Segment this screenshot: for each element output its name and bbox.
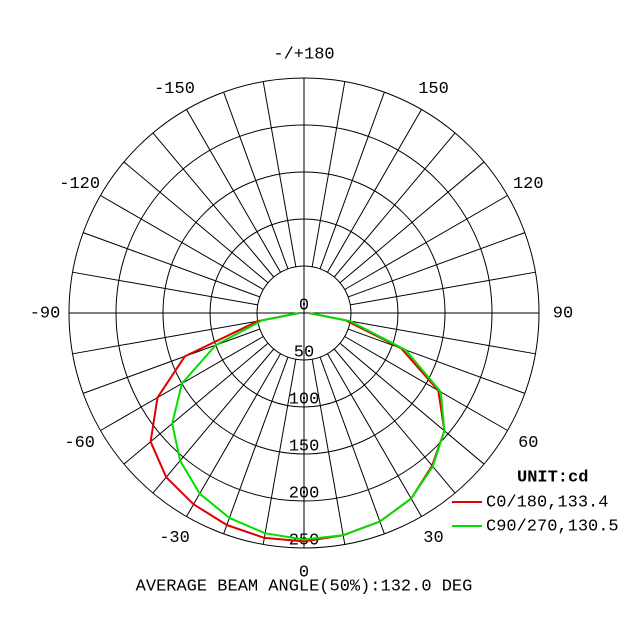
angle-tick-label: 30: [423, 529, 443, 548]
ring: [209, 218, 399, 408]
angle-tick-label: -150: [154, 80, 195, 99]
angle-tick-label: 60: [518, 434, 538, 453]
r-tick-label: 150: [289, 437, 320, 456]
legend-title: UNIT:cd: [517, 468, 588, 487]
angle-tick-label: -120: [59, 175, 100, 194]
ring: [162, 171, 446, 455]
r-tick-label: 0: [299, 296, 309, 315]
spokes: [68, 77, 540, 549]
r-tick-label: 50: [294, 343, 314, 362]
angle-tick-label: 120: [513, 175, 544, 194]
angle-tick-label: -60: [64, 434, 95, 453]
legend-label: C0/180,133.4: [486, 493, 608, 512]
angle-tick-label: 0: [299, 563, 309, 582]
angle-tick-label: -90: [30, 304, 61, 323]
legend-label: C90/270,130.5: [486, 517, 619, 536]
angle-tick-label: -30: [159, 529, 190, 548]
ring: [115, 124, 493, 502]
series-line: [171, 312, 446, 541]
ring: [256, 265, 352, 361]
r-tick-label: 200: [289, 484, 320, 503]
ring: [68, 77, 540, 549]
angle-tick-label: 90: [553, 304, 573, 323]
angle-tick-label: -/+180: [273, 45, 334, 64]
chart-title: AVERAGE BEAM ANGLE(50%):132.0 DEG: [136, 577, 473, 596]
series-line: [149, 312, 446, 543]
r-tick-label: 100: [289, 390, 320, 409]
angle-tick-label: 150: [418, 80, 449, 99]
